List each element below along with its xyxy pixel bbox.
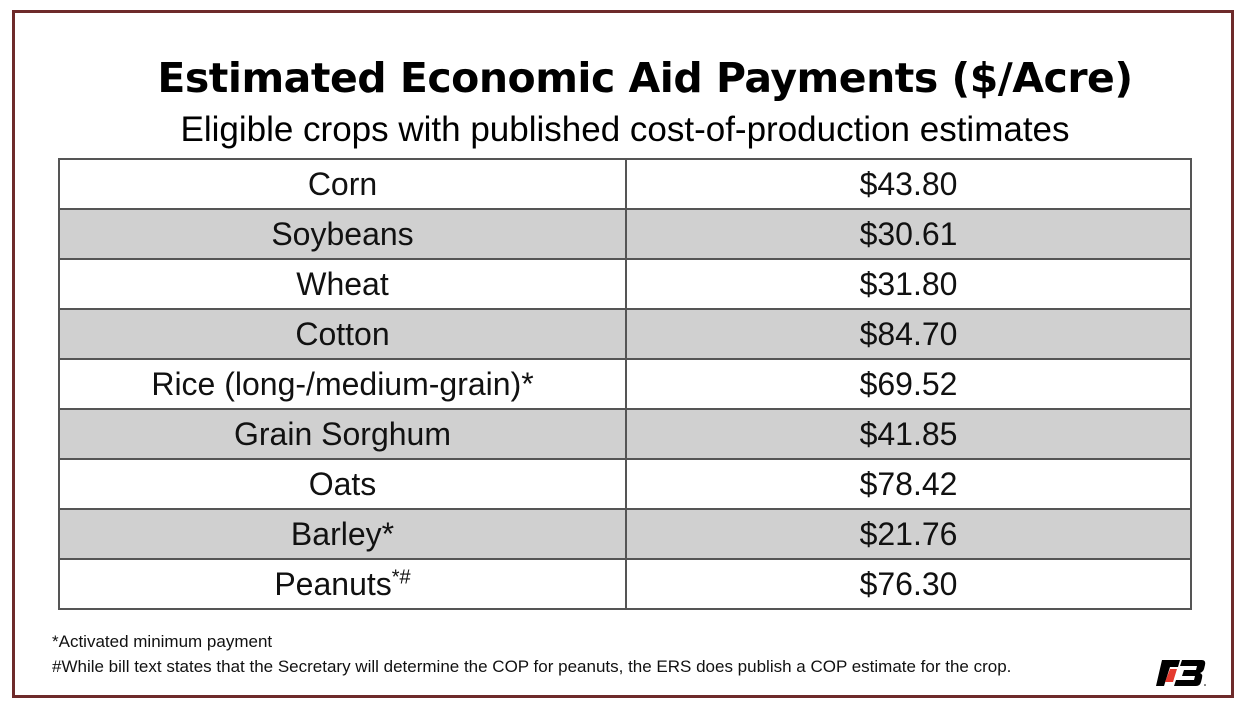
- payment-value: $69.52: [625, 358, 1192, 410]
- page-subtitle: Eligible crops with published cost-of-pr…: [180, 110, 1070, 149]
- footnote-marker: *#: [391, 565, 411, 588]
- payment-value: $21.76: [625, 508, 1192, 560]
- crop-name: Corn: [58, 158, 627, 210]
- table-row: Cotton $84.70: [58, 308, 1192, 360]
- footnote-minimum-payment: *Activated minimum payment: [52, 632, 273, 651]
- crop-name: Barley*: [58, 508, 627, 560]
- crop-name: Oats: [58, 458, 627, 510]
- payment-value: $30.61: [625, 208, 1192, 260]
- table-row: Rice (long-/medium-grain)* $69.52: [58, 358, 1192, 410]
- crop-name: Peanuts: [274, 565, 392, 602]
- payment-value: $78.42: [625, 458, 1192, 510]
- payment-value: $41.85: [625, 408, 1192, 460]
- crop-name: Cotton: [58, 308, 627, 360]
- crop-name: Rice (long-/medium-grain)*: [58, 358, 627, 410]
- payment-value: $76.30: [625, 558, 1192, 610]
- table-row: Grain Sorghum $41.85: [58, 408, 1192, 460]
- payment-value: $84.70: [625, 308, 1192, 360]
- slide-frame: [12, 10, 1234, 698]
- payments-table: Corn $43.80 Soybeans $30.61 Wheat $31.80…: [58, 158, 1192, 610]
- crop-name: Soybeans: [58, 208, 627, 260]
- table-row: Barley* $21.76: [58, 508, 1192, 560]
- crop-cell: Peanuts*#: [58, 558, 627, 610]
- page-title: Estimated Economic Aid Payments ($/Acre): [157, 54, 1133, 102]
- footnote-peanuts-cop: #While bill text states that the Secreta…: [52, 657, 1012, 676]
- crop-name: Wheat: [58, 258, 627, 310]
- table-row: Oats $78.42: [58, 458, 1192, 510]
- payment-value: $43.80: [625, 158, 1192, 210]
- table-row: Peanuts*# $76.30: [58, 558, 1192, 610]
- table-row: Wheat $31.80: [58, 258, 1192, 310]
- payment-value: $31.80: [625, 258, 1192, 310]
- table-row: Soybeans $30.61: [58, 208, 1192, 260]
- table-row: Corn $43.80: [58, 158, 1192, 210]
- farm-bureau-logo-icon: [1156, 660, 1206, 686]
- crop-name: Grain Sorghum: [58, 408, 627, 460]
